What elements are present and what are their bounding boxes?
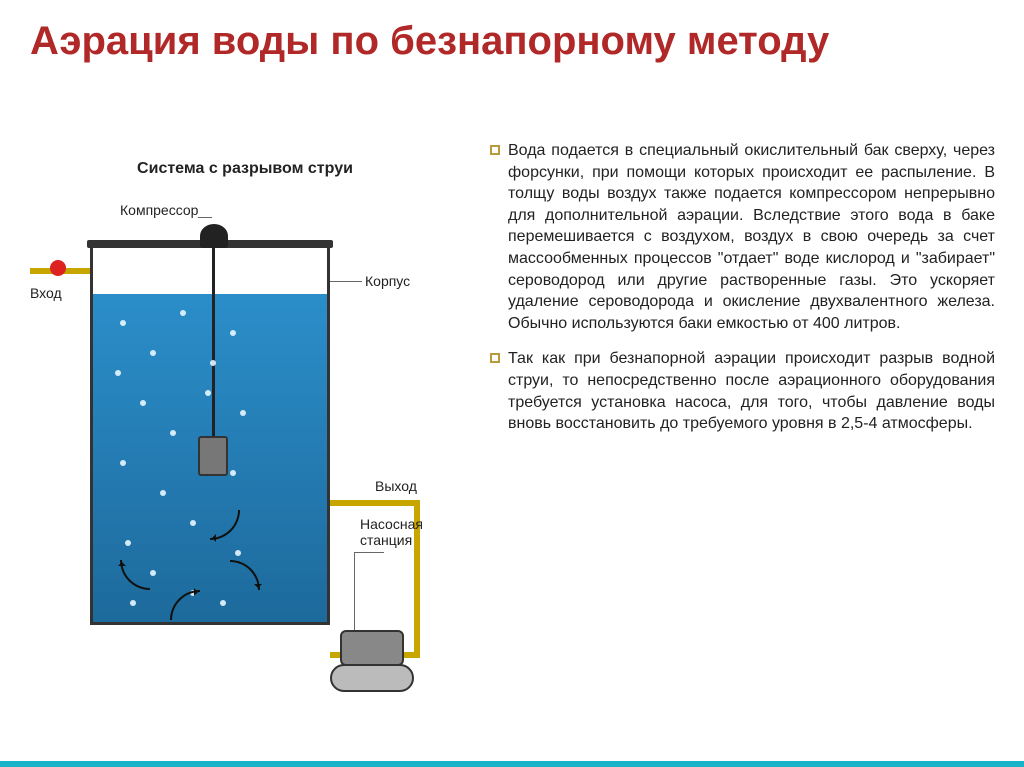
bubble-icon xyxy=(125,540,131,546)
bubble-icon xyxy=(190,520,196,526)
bubble-icon xyxy=(150,350,156,356)
lead-pump-v xyxy=(354,552,355,630)
bullet-icon xyxy=(490,353,500,363)
paragraph-2-text: Так как при безнапорной аэрации происход… xyxy=(508,348,995,434)
page-title: Аэрация воды по безнапорному методу xyxy=(30,18,850,64)
bubble-icon xyxy=(180,310,186,316)
outlet-pipe xyxy=(330,500,420,506)
bullet-icon xyxy=(490,145,500,155)
paragraph-2: Так как при безнапорной аэрации происход… xyxy=(490,348,995,448)
bubble-icon xyxy=(230,330,236,336)
bubble-icon xyxy=(115,370,121,376)
bubble-icon xyxy=(235,550,241,556)
aeration-diagram: Система с разрывом струи Компрессор xyxy=(30,160,460,700)
pump-motor-icon xyxy=(340,630,404,666)
bubble-icon xyxy=(120,460,126,466)
aerator-icon xyxy=(198,436,228,476)
bubble-icon xyxy=(140,400,146,406)
content-area: Система с разрывом струи Компрессор xyxy=(0,140,1024,740)
label-compressor: Компрессор xyxy=(120,202,198,218)
diagram-panel: Система с разрывом струи Компрессор xyxy=(30,160,470,720)
bubble-icon xyxy=(120,320,126,326)
label-inlet: Вход xyxy=(30,285,62,301)
label-pump: Насосная станция xyxy=(360,516,450,548)
bubble-icon xyxy=(220,600,226,606)
paragraph-1-text: Вода подается в специальный окислительны… xyxy=(508,140,995,334)
bubble-icon xyxy=(240,410,246,416)
accent-bar xyxy=(0,761,1024,767)
paragraph-1: Вода подается в специальный окислительны… xyxy=(490,140,995,348)
bubble-icon xyxy=(150,570,156,576)
compressor-line xyxy=(212,248,215,438)
bubble-icon xyxy=(160,490,166,496)
bubble-icon xyxy=(230,470,236,476)
pump-tank-icon xyxy=(330,664,414,692)
bubble-icon xyxy=(170,430,176,436)
bubble-icon xyxy=(130,600,136,606)
lead-compressor xyxy=(198,217,212,218)
bubble-icon xyxy=(210,360,216,366)
inlet-valve-icon xyxy=(50,260,66,276)
lead-body xyxy=(330,281,362,282)
text-panel: Вода подается в специальный окислительны… xyxy=(490,140,995,449)
label-outlet: Выход xyxy=(375,478,417,494)
compressor-icon xyxy=(200,224,228,248)
lead-pump-h xyxy=(354,552,384,553)
diagram-caption: Система с разрывом струи xyxy=(30,160,460,178)
label-body: Корпус xyxy=(365,273,410,289)
bubble-icon xyxy=(205,390,211,396)
